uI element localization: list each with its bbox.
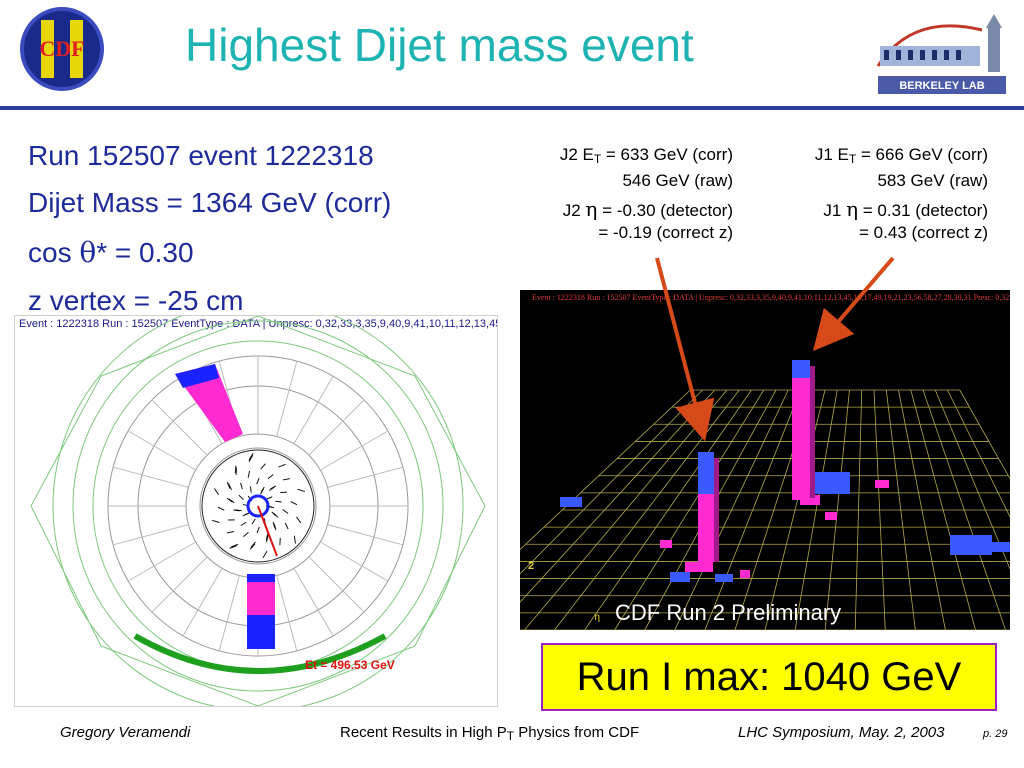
jet1-et-line: J1 ET = 666 GeV (corr) — [814, 145, 988, 166]
lego-eta-axis: η — [594, 612, 600, 623]
jet2-eta-corr: = -0.19 (correct z) — [598, 223, 733, 242]
xy-detector-drawing — [30, 316, 486, 706]
jet2-annotation: J2 ET = 633 GeV (corr) 546 GeV (raw) J2 … — [505, 144, 733, 244]
jet2-arrow — [655, 257, 715, 442]
preliminary-label: CDF Run 2 Preliminary — [615, 600, 842, 625]
theta-symbol: θ — [79, 236, 97, 269]
jet1-arrow — [812, 256, 895, 352]
lego-axis-label: 2 — [528, 560, 535, 572]
z-vertex-line: z vertex = -25 cm — [28, 285, 244, 316]
xy-event-display: Event : 1222318 Run : 152507 EventType :… — [14, 315, 498, 707]
cos-theta-value: * = 0.30 — [96, 237, 194, 268]
cos-theta-prefix: cos — [28, 237, 80, 268]
berkeley-lab-text: BERKELEY LAB — [899, 80, 984, 92]
cdf-logo-text: CDF — [39, 36, 84, 61]
jet1-annotation: J1 ET = 666 GeV (corr) 583 GeV (raw) J1 … — [760, 144, 988, 244]
eta-symbol: η — [585, 197, 598, 221]
et-label: Et = 496.53 GeV — [305, 658, 395, 672]
footer-author: Gregory Veramendi — [60, 724, 191, 741]
footer-venue-date: LHC Symposium, May. 2, 2003 — [738, 724, 945, 741]
jet1-et-raw: 583 GeV (raw) — [877, 171, 988, 190]
footer-talk-title: Recent Results in High PT Physics from C… — [340, 724, 640, 743]
jet1-tower — [792, 360, 810, 500]
berkeley-lab-logo: BERKELEY LAB — [876, 14, 1006, 94]
jet1-eta-line: J1 η = 0.31 (detector) — [823, 197, 988, 221]
header-divider — [0, 106, 1024, 110]
run-event-line: Run 152507 event 1222318 — [28, 140, 374, 171]
lego-header: Event : 1222318 Run : 152507 EventType :… — [532, 293, 1010, 302]
run-i-max-box: Run I max: 1040 GeV — [541, 643, 997, 711]
page-number: p. 29 — [983, 728, 1008, 740]
eta-symbol: η — [846, 197, 859, 221]
dijet-mass-line: Dijet Mass = 1364 GeV (corr) — [28, 187, 392, 218]
cdf-logo: CDF — [20, 7, 104, 91]
xy-display-header: Event : 1222318 Run : 152507 EventType :… — [19, 318, 497, 330]
jet2-et-line: J2 ET = 633 GeV (corr) — [559, 145, 733, 166]
cos-theta-line: cos θ* = 0.30 — [28, 236, 194, 269]
jet2-eta-line: J2 η = -0.30 (detector) — [562, 197, 733, 221]
jet2-et-raw: 546 GeV (raw) — [622, 171, 733, 190]
page-title: Highest Dijet mass event — [185, 19, 694, 71]
jet1-eta-corr: = 0.43 (correct z) — [859, 223, 988, 242]
